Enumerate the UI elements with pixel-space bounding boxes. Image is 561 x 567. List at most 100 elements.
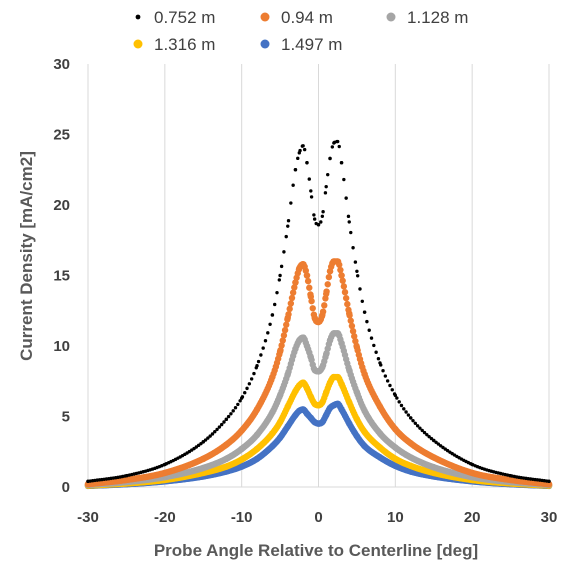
legend-marker (260, 39, 270, 49)
marker (296, 156, 300, 161)
marker (418, 426, 422, 430)
marker (367, 328, 371, 332)
marker (275, 290, 279, 295)
marker (308, 297, 315, 305)
marker (282, 250, 286, 254)
marker (345, 306, 352, 314)
marker (415, 424, 420, 428)
marker (312, 213, 316, 217)
marker (362, 310, 367, 314)
marker (344, 300, 351, 308)
marker (289, 289, 297, 296)
marker (226, 414, 231, 419)
marker (286, 218, 291, 223)
marker (325, 273, 333, 281)
marker (339, 161, 344, 165)
marker (277, 278, 282, 282)
marker (338, 272, 345, 279)
marker (245, 386, 249, 391)
marker (351, 333, 358, 340)
marker (321, 209, 325, 214)
marker (434, 440, 438, 444)
marker (286, 305, 293, 313)
marker (349, 230, 353, 235)
data-point (320, 214, 325, 218)
marker (326, 172, 330, 177)
marker (243, 390, 247, 395)
marker (247, 382, 252, 386)
marker (240, 395, 245, 399)
marker (319, 220, 323, 224)
marker (369, 336, 374, 340)
marker (385, 379, 390, 383)
data-point (312, 217, 317, 221)
marker (261, 346, 265, 350)
marker (392, 392, 397, 396)
marker (409, 416, 413, 420)
marker (210, 432, 215, 436)
x-tick-label: -10 (231, 509, 253, 526)
marker (432, 438, 436, 443)
marker (263, 339, 268, 343)
marker (254, 366, 258, 370)
marker (322, 295, 329, 302)
marker (215, 427, 219, 432)
marker (279, 337, 286, 344)
y-axis-title: Current Density [mA/cm2] (17, 151, 36, 361)
marker (229, 412, 233, 416)
marker (547, 479, 551, 484)
series-layer (84, 139, 553, 490)
ticks: -30 -20 -10 0 10 20 30 0 5 10 15 20 25 30 (53, 56, 557, 526)
marker (337, 266, 344, 274)
marker (305, 161, 309, 165)
series-0-752-m (86, 139, 551, 484)
marker (372, 343, 376, 348)
marker (266, 331, 270, 335)
marker (304, 277, 312, 285)
y-tick-label: 20 (53, 197, 70, 214)
marker (422, 430, 427, 435)
marker (411, 418, 415, 423)
marker (268, 322, 272, 326)
marker (284, 234, 288, 239)
marker (224, 417, 228, 422)
marker (353, 260, 358, 264)
y-tick-label: 25 (53, 127, 70, 144)
marker (273, 302, 277, 307)
marker (381, 369, 385, 373)
marker (270, 313, 275, 317)
marker (388, 383, 392, 388)
marker (309, 305, 316, 312)
marker (402, 407, 406, 411)
legend-label: 0.752 m (154, 8, 215, 27)
marker (252, 371, 256, 376)
marker (340, 283, 348, 290)
marker (335, 139, 339, 144)
marker (278, 342, 285, 349)
marker (346, 312, 353, 319)
marker (292, 279, 299, 286)
legend-marker (135, 14, 141, 20)
marker (348, 322, 356, 330)
marker (291, 183, 295, 187)
series-0-94-m (84, 258, 553, 488)
marker (303, 272, 311, 279)
marker (337, 144, 341, 149)
legend-label: 1.128 m (407, 8, 468, 27)
marker (420, 428, 424, 433)
marker (309, 195, 314, 199)
data-point (286, 224, 290, 228)
marker (351, 246, 355, 250)
marker (288, 294, 296, 302)
marker (425, 432, 429, 437)
legend-marker (133, 39, 143, 49)
marker (427, 434, 431, 439)
marker (429, 436, 434, 441)
x-tick-label: 10 (387, 509, 404, 526)
marker (219, 422, 224, 427)
x-tick-label: 30 (541, 509, 558, 526)
y-tick-label: 5 (62, 409, 70, 426)
legend-marker (386, 12, 396, 22)
marker (404, 410, 408, 414)
marker (328, 156, 332, 161)
